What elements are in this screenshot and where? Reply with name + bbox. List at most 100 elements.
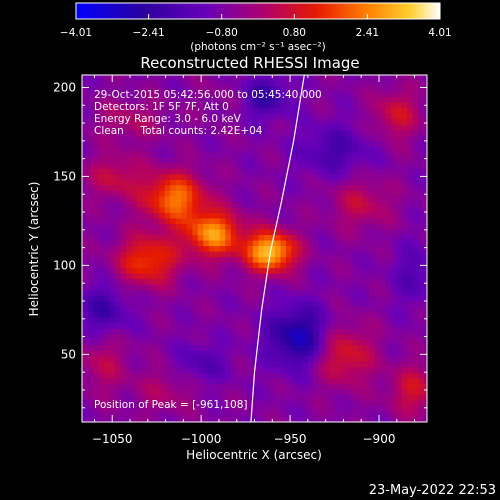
heatmap-cell (104, 361, 111, 368)
heatmap-cell (164, 234, 171, 241)
heatmap-cell (148, 388, 155, 396)
heatmap-cell (352, 317, 359, 324)
heatmap-cell (164, 372, 171, 379)
heatmap-cell (291, 223, 298, 230)
heatmap-cell (115, 79, 122, 87)
heatmap-cell (324, 300, 331, 307)
heatmap-cell (87, 79, 94, 87)
heatmap-cell (363, 157, 370, 164)
heatmap-cell (308, 162, 315, 169)
heatmap-cell (137, 366, 144, 373)
heatmap-cell (148, 383, 155, 390)
heatmap-cell (126, 355, 133, 362)
heatmap-cell (230, 75, 237, 81)
heatmap-cell (274, 262, 282, 269)
heatmap-cell (291, 157, 298, 164)
heatmap-cell (175, 184, 182, 191)
heatmap-cell (357, 416, 364, 422)
heatmap-cell (109, 366, 116, 373)
heatmap-cell (208, 173, 215, 180)
heatmap-cell (418, 267, 425, 274)
heatmap-cell (412, 416, 419, 422)
heatmap-cell (142, 377, 149, 384)
heatmap (82, 75, 427, 422)
heatmap-cell (181, 416, 188, 422)
heatmap-cell (330, 179, 337, 186)
heatmap-cell (115, 124, 122, 131)
heatmap-cell (269, 85, 276, 92)
heatmap-cell (219, 256, 226, 263)
heatmap-cell (319, 250, 326, 258)
heatmap-cell (247, 107, 254, 114)
heatmap-cell (396, 262, 403, 269)
heatmap-cell (126, 289, 133, 296)
heatmap-cell (219, 179, 226, 186)
heatmap-cell (324, 179, 331, 186)
heatmap-cell (346, 328, 353, 335)
heatmap-cell (269, 383, 276, 390)
heatmap-cell (93, 228, 100, 236)
heatmap-cell (302, 135, 309, 142)
heatmap-cell (335, 394, 342, 401)
heatmap-cell (418, 206, 425, 213)
heatmap-cell (319, 212, 326, 219)
heatmap-cell (164, 96, 171, 103)
heatmap-cell (131, 113, 138, 120)
heatmap-cell (390, 212, 397, 219)
heatmap-cell (148, 234, 155, 241)
heatmap-cell (208, 388, 215, 396)
heatmap-cell (269, 234, 276, 241)
heatmap-cell (390, 410, 397, 418)
heatmap-cell (263, 146, 271, 153)
heatmap-cell (120, 168, 127, 175)
heatmap-cell (418, 85, 425, 92)
heatmap-cell (252, 162, 260, 169)
heatmap-cell (269, 366, 276, 373)
heatmap-cell (335, 190, 342, 197)
heatmap-cell (418, 416, 425, 422)
heatmap-cell (219, 405, 226, 412)
heatmap-cell (181, 102, 188, 109)
heatmap-cell (407, 140, 414, 147)
heatmap-cell (423, 146, 427, 153)
heatmap-cell (93, 140, 100, 147)
heatmap-cell (341, 184, 348, 191)
heatmap-cell (423, 234, 427, 241)
heatmap-cell (291, 284, 298, 291)
heatmap-cell (390, 146, 397, 153)
heatmap-cell (241, 179, 248, 186)
heatmap-cell (225, 79, 232, 87)
heatmap-cell (302, 284, 309, 291)
heatmap-cell (313, 75, 320, 81)
heatmap-cell (313, 79, 320, 87)
heatmap-cell (374, 366, 381, 373)
heatmap-cell (412, 223, 419, 230)
heatmap-cell (252, 179, 260, 186)
heatmap-cell (258, 151, 265, 158)
heatmap-cell (230, 228, 237, 236)
heatmap-cell (219, 295, 226, 302)
heatmap-cell (412, 135, 419, 142)
heatmap-cell (109, 79, 116, 87)
heatmap-cell (280, 355, 287, 362)
heatmap-cell (197, 151, 204, 158)
heatmap-cell (263, 234, 271, 241)
heatmap-cell (192, 102, 199, 109)
heatmap-cell (115, 394, 122, 401)
heatmap-cell (385, 179, 392, 186)
heatmap-cell (263, 129, 271, 136)
heatmap-cell (175, 377, 182, 384)
heatmap-cell (153, 278, 160, 285)
heatmap-cell (203, 273, 210, 280)
heatmap-cell (324, 195, 331, 202)
heatmap-cell (346, 245, 353, 252)
heatmap-cell (170, 79, 177, 87)
heatmap-cell (230, 322, 237, 329)
heatmap-cell (186, 140, 193, 147)
heatmap-cell (269, 173, 276, 180)
heatmap-cell (175, 146, 182, 153)
heatmap-cell (374, 278, 381, 285)
heatmap-cell (170, 250, 177, 258)
heatmap-cell (93, 168, 100, 175)
heatmap-cell (274, 311, 282, 318)
